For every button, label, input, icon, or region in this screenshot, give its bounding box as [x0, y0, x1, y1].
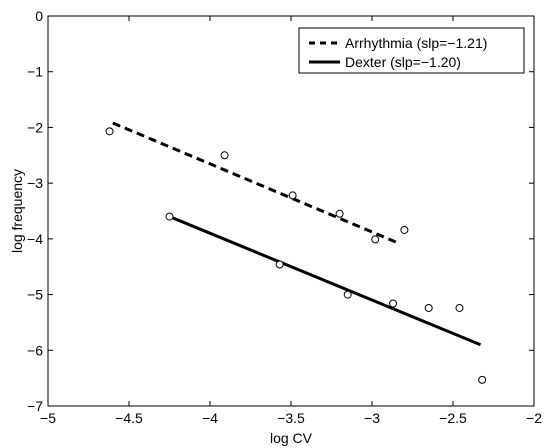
- legend: Arrhythmia (slp=−1.21) Dexter (slp=−1.20…: [298, 27, 525, 74]
- legend-label-dexter: Dexter (slp=−1.20): [345, 54, 461, 70]
- x-axis-label: log CV: [270, 430, 313, 446]
- data-point-series-0: [335, 209, 344, 218]
- x-tick-label: −2.5: [439, 410, 467, 426]
- y-tick-label: −5: [27, 287, 43, 303]
- data-point-series-0: [371, 235, 380, 244]
- data-point-series-1: [478, 375, 487, 384]
- x-tick-label: −3: [364, 410, 380, 426]
- y-tick-label: 0: [35, 8, 43, 24]
- tick-marks: [47, 15, 535, 407]
- fit-line-series-0: [112, 121, 397, 244]
- y-tick-label: −3: [27, 175, 43, 191]
- y-tick-labels: 0 −1 −2 −3 −4 −5 −6 −7: [27, 8, 43, 414]
- data-point-series-0: [105, 127, 114, 136]
- data-points: [105, 127, 487, 384]
- data-point-series-1: [275, 260, 284, 269]
- data-point-series-1: [389, 299, 398, 308]
- y-tick-label: −1: [27, 64, 43, 80]
- x-tick-labels: −5 −4.5 −4 −3.5 −3 −2.5 −2: [40, 410, 542, 426]
- y-tick-label: −2: [27, 119, 43, 135]
- fit-lines: [112, 121, 482, 347]
- x-tick-label: −4.5: [115, 410, 143, 426]
- axes-frame: [47, 15, 535, 407]
- x-tick-label: −4: [202, 410, 218, 426]
- y-tick-label: −7: [27, 398, 43, 414]
- data-point-series-0: [220, 151, 229, 160]
- x-tick-label: −5: [40, 410, 56, 426]
- x-tick-label: −2: [526, 410, 542, 426]
- data-point-series-0: [400, 225, 409, 234]
- data-point-series-1: [424, 303, 433, 312]
- y-tick-label: −4: [27, 231, 43, 247]
- fit-line-series-1: [168, 215, 482, 347]
- data-point-series-0: [288, 191, 297, 200]
- legend-label-arrhythmia: Arrhythmia (slp=−1.21): [345, 35, 487, 51]
- data-point-series-1: [455, 303, 464, 312]
- x-tick-label: −3.5: [277, 410, 305, 426]
- data-point-series-1: [165, 212, 174, 221]
- legend-box: [298, 27, 525, 74]
- y-tick-label: −6: [27, 342, 43, 358]
- data-point-series-1: [343, 290, 352, 299]
- y-axis-label: log frequency: [9, 169, 25, 253]
